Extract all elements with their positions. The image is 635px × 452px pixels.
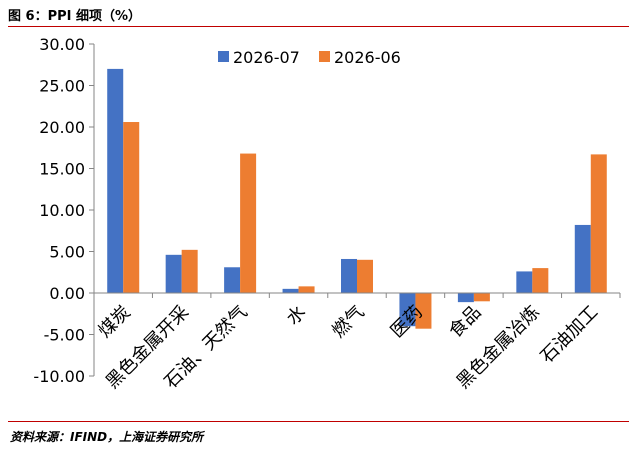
bar-2026-07-石油、天然气 — [224, 267, 241, 293]
legend: 2026-07 2026-06 — [218, 48, 401, 67]
y-tick-label: -10.00 — [33, 367, 85, 386]
x-category-label: 水 — [283, 302, 311, 330]
bar-2026-07-黑色金属开采 — [165, 254, 182, 293]
x-category-label: 煤炭 — [94, 302, 134, 342]
header-rule — [8, 26, 629, 27]
bars-group — [107, 68, 607, 329]
x-category-label: 食品 — [445, 302, 485, 342]
bar-2026-07-黑色金属冶炼 — [516, 271, 533, 293]
bar-2026-06-医药 — [415, 293, 432, 329]
y-tick-label: 25.00 — [39, 77, 85, 96]
y-tick-label: 10.00 — [39, 201, 85, 220]
legend-label-2026-06: 2026-06 — [334, 48, 401, 67]
bar-2026-06-黑色金属冶炼 — [532, 268, 549, 293]
legend-swatch-2026-07 — [218, 51, 229, 62]
x-category-label: 石油加工 — [537, 302, 603, 368]
bar-2026-06-黑色金属开采 — [181, 249, 198, 293]
y-tick-label: 5.00 — [49, 243, 85, 262]
figure-title: 图 6：PPI 细项（%） — [8, 9, 142, 24]
y-axis: 30.00 25.00 20.00 15.00 10.00 5.00 0.00 -5.00 -1… — [33, 35, 95, 386]
y-tick-label: 30.00 — [39, 35, 85, 54]
x-axis: 煤炭黑色金属开采石油、天然气水燃气 医药 食品黑色金属冶炼石油加工 — [93, 292, 621, 393]
y-tick-label: 15.00 — [39, 160, 85, 179]
bar-2026-07-医药 — [399, 293, 416, 327]
bar-2026-07-石油加工 — [574, 224, 591, 293]
bar-2026-06-燃气 — [357, 259, 373, 293]
bar-2026-06-石油、天然气 — [240, 153, 257, 293]
y-tick-label: 0.00 — [49, 284, 85, 303]
y-tick-label: -5.00 — [44, 326, 85, 345]
legend-label-2026-07: 2026-07 — [233, 48, 300, 67]
y-tick-label: 20.00 — [39, 118, 85, 137]
bar-2026-07-煤炭 — [107, 68, 124, 294]
bar-2026-07-食品 — [457, 293, 474, 303]
bar-2026-06-食品 — [473, 293, 490, 302]
source-note: 资料来源：IFIND，上海证券研究所 — [10, 430, 204, 444]
bar-2026-06-水 — [298, 286, 315, 293]
bar-2026-06-煤炭 — [123, 122, 140, 294]
legend-swatch-2026-06 — [319, 51, 330, 62]
bar-2026-07-燃气 — [341, 258, 357, 293]
footer-rule — [8, 421, 629, 422]
bar-2026-06-石油加工 — [590, 154, 607, 293]
bar-2026-07-水 — [282, 288, 299, 293]
x-category-label: 燃气 — [328, 302, 368, 342]
